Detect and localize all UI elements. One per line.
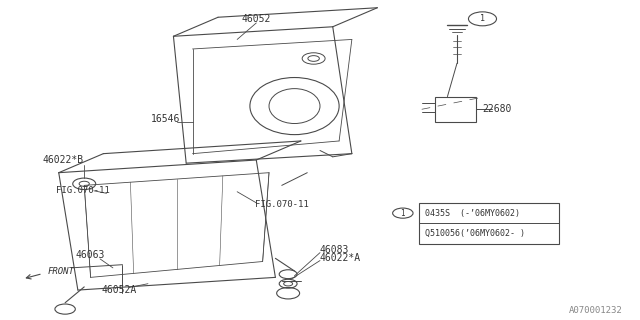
Text: 46052: 46052 [241,14,271,24]
Text: FIG.070-11: FIG.070-11 [255,200,308,209]
Text: FIG.070-11: FIG.070-11 [56,186,109,195]
Text: 46052A: 46052A [102,285,137,295]
Text: 16546: 16546 [151,114,180,124]
Text: FRONT: FRONT [47,267,74,276]
Text: 0435S  (-’06MY0602): 0435S (-’06MY0602) [425,209,520,218]
Text: 46022*A: 46022*A [320,253,361,263]
Text: 22680: 22680 [483,104,512,114]
Text: Q510056(’06MY0602- ): Q510056(’06MY0602- ) [425,229,525,238]
Text: A070001232: A070001232 [569,306,623,315]
Text: 46022*B: 46022*B [43,155,84,165]
Text: 46063: 46063 [76,250,106,260]
Text: 46083: 46083 [320,245,349,255]
Text: 1: 1 [480,14,485,23]
Text: 1: 1 [401,209,405,218]
Bar [419,203,559,244]
